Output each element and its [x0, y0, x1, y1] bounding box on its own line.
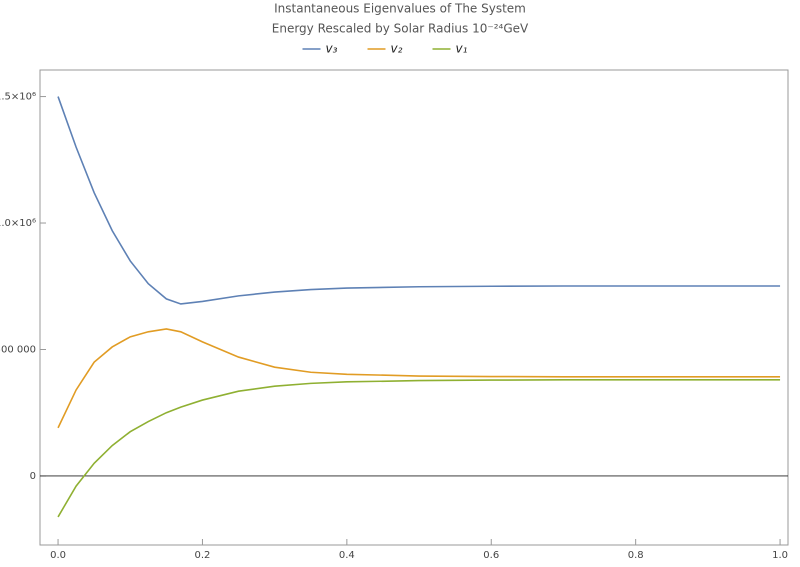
- y-tick-label: 500 000: [0, 344, 36, 355]
- legend-label: v₃: [326, 42, 338, 56]
- x-tick-label: 0.2: [194, 550, 210, 561]
- legend-label: v₂: [391, 42, 403, 56]
- legend-label: v₁: [456, 42, 468, 56]
- series-line: [57, 379, 781, 518]
- y-tick-label: 0: [30, 471, 36, 482]
- x-tick-label: 0.6: [483, 550, 499, 561]
- x-tick-label: 1.0: [772, 550, 788, 561]
- plot-frame: [39, 69, 789, 546]
- series-line: [57, 328, 781, 429]
- chart-subtitle: Energy Rescaled by Solar Radius 10⁻²⁴GeV: [272, 22, 529, 36]
- chart-title: Instantaneous Eigenvalues of The System: [274, 2, 526, 16]
- x-tick-label: 0.8: [628, 550, 644, 561]
- series-line: [57, 96, 781, 305]
- x-tick-label: 0.0: [50, 550, 66, 561]
- x-tick-label: 0.4: [339, 550, 355, 561]
- y-tick-label: 1.5×10⁶: [0, 92, 36, 103]
- y-tick-label: 1.0×10⁶: [0, 218, 36, 229]
